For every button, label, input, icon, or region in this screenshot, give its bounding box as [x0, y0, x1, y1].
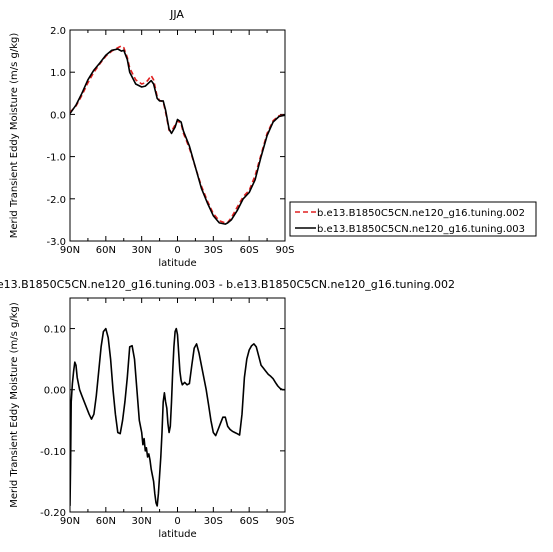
y-tick-label: -1.0: [46, 153, 66, 164]
legend-box: [289, 201, 537, 237]
y-tick-label: -2.0: [46, 195, 66, 206]
y-tick-label: -3.0: [46, 237, 66, 248]
x-tick-label: 0: [174, 245, 180, 256]
x-tick-label: 30S: [204, 516, 223, 527]
y-tick-label: -0.10: [40, 447, 66, 458]
y-tick-label: 1.0: [50, 68, 66, 79]
x-tick-label: 30N: [132, 245, 152, 256]
series-line-2: [70, 48, 285, 225]
chart-title: b.e13.B1850C5CN.ne120_g16.tuning.003 - b…: [0, 278, 455, 291]
x-tick-label: 90N: [60, 516, 80, 527]
x-tick-label: 90S: [275, 245, 294, 256]
y-tick-label: -0.20: [40, 508, 66, 519]
legend: b.e13.B1850C5CN.ne120_g16.tuning.002 b.e1…: [289, 201, 537, 237]
x-axis-label: latitude: [158, 529, 196, 540]
legend-label-2: b.e13.B1850C5CN.ne120_g16.tuning.003: [317, 224, 525, 235]
x-tick-label: 90N: [60, 245, 80, 256]
x-tick-label: 60S: [240, 516, 259, 527]
x-tick-label: 0: [174, 516, 180, 527]
x-tick-label: 60S: [240, 245, 259, 256]
chart-title: JJA: [169, 8, 184, 21]
x-tick-label: 60N: [96, 516, 116, 527]
y-tick-label: 0.0: [50, 110, 66, 121]
y-tick-label: 0.00: [44, 386, 66, 397]
series-line-1: [70, 327, 285, 507]
y-axis-label: Merid Transient Eddy Moisture (m/s g/kg): [9, 302, 20, 508]
x-axis-label: latitude: [158, 258, 196, 269]
y-tick-label: 0.10: [44, 325, 66, 336]
x-tick-label: 90S: [275, 516, 294, 527]
y-tick-label: 2.0: [50, 26, 66, 37]
x-tick-label: 60N: [96, 245, 116, 256]
legend-label-1: b.e13.B1850C5CN.ne120_g16.tuning.002: [317, 208, 525, 219]
top-plot: 90N 60N 30N 0 30S 60S 90S 2.0 1.0 0.0 -1.0 -2.0 -3.0…: [9, 8, 295, 269]
x-tick-label: 30S: [204, 245, 223, 256]
x-tick-label: 30N: [132, 516, 152, 527]
plot-frame: [69, 297, 286, 513]
bottom-plot: 90N 60N 30N 0 30S 60S 90S 0.10 0.00 -0.10 -0.20 lat…: [0, 278, 455, 540]
series-line-1: [70, 45, 285, 224]
y-axis-label: Merid Transient Eddy Moisture (m/s g/kg): [9, 33, 20, 239]
